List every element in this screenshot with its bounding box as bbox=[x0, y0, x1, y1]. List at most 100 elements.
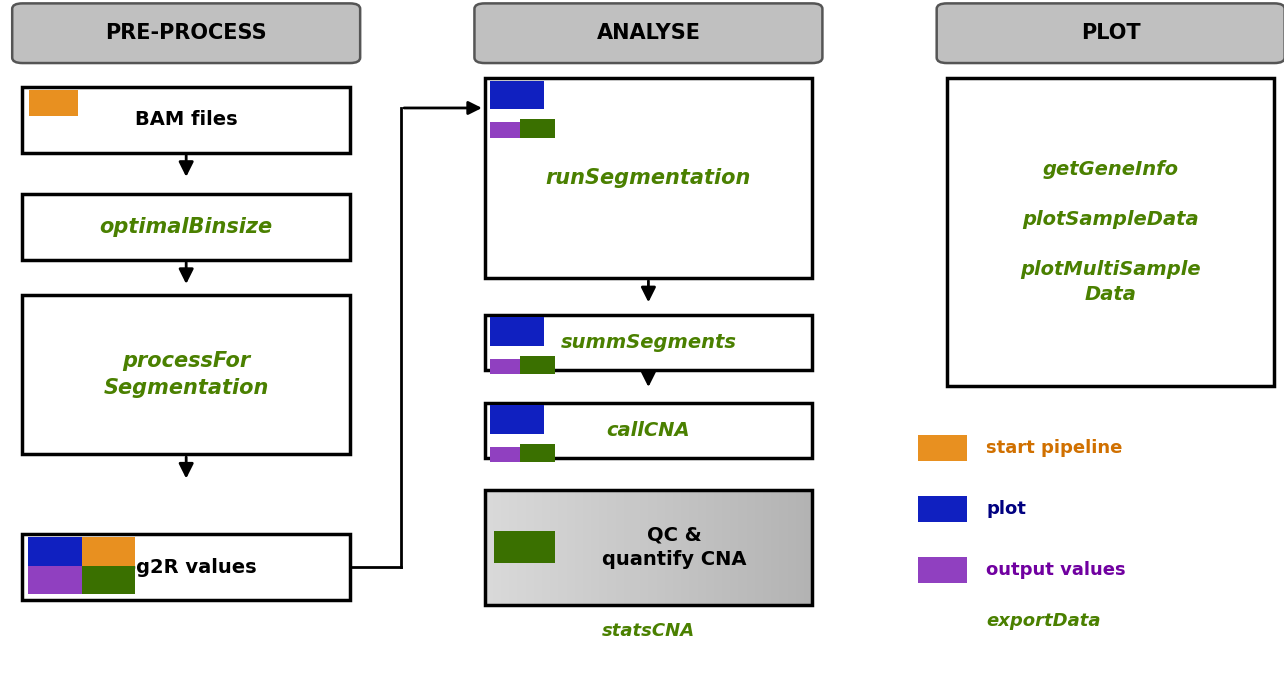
Bar bbox=[722, 490, 731, 605]
Bar bbox=[948, 78, 1274, 386]
Bar bbox=[484, 567, 813, 570]
Bar bbox=[484, 521, 813, 524]
Bar bbox=[566, 490, 575, 605]
Bar bbox=[22, 87, 349, 153]
Bar bbox=[484, 524, 813, 527]
Bar bbox=[918, 435, 967, 461]
Bar bbox=[747, 490, 755, 605]
Text: ANALYSE: ANALYSE bbox=[597, 23, 700, 43]
Bar bbox=[484, 507, 813, 510]
Bar bbox=[510, 490, 517, 605]
Bar bbox=[787, 490, 796, 605]
Bar bbox=[484, 547, 813, 550]
Bar bbox=[772, 490, 779, 605]
Bar bbox=[559, 490, 566, 605]
Bar bbox=[484, 570, 813, 573]
Text: runSegmentation: runSegmentation bbox=[546, 168, 751, 188]
Bar bbox=[484, 536, 813, 538]
Text: PLOT: PLOT bbox=[1081, 23, 1140, 43]
Bar bbox=[484, 501, 813, 504]
Bar bbox=[484, 530, 813, 533]
Bar bbox=[714, 490, 722, 605]
Bar bbox=[681, 490, 690, 605]
Bar bbox=[607, 490, 616, 605]
Bar bbox=[490, 447, 520, 462]
Bar bbox=[484, 556, 813, 559]
Bar bbox=[484, 544, 813, 547]
Bar bbox=[81, 565, 135, 594]
Text: PRE-PROCESS: PRE-PROCESS bbox=[105, 23, 267, 43]
Bar bbox=[490, 359, 520, 374]
Bar bbox=[501, 490, 510, 605]
Bar bbox=[542, 490, 551, 605]
Text: exportData: exportData bbox=[986, 612, 1100, 630]
Bar bbox=[484, 510, 813, 513]
Bar bbox=[918, 557, 967, 583]
Bar bbox=[484, 561, 813, 564]
Bar bbox=[484, 538, 813, 541]
Bar bbox=[81, 537, 135, 565]
Bar bbox=[484, 519, 813, 521]
Text: output values: output values bbox=[986, 561, 1126, 579]
Bar bbox=[484, 553, 813, 556]
Bar bbox=[484, 596, 813, 599]
Bar bbox=[690, 490, 697, 605]
Bar bbox=[490, 317, 544, 346]
Bar bbox=[484, 602, 813, 605]
Text: QC &
quantify CNA: QC & quantify CNA bbox=[602, 525, 746, 569]
Text: BAM files: BAM files bbox=[135, 110, 238, 129]
Bar bbox=[624, 490, 632, 605]
Bar bbox=[484, 559, 813, 561]
Bar bbox=[484, 579, 813, 582]
Text: optimalBinsize: optimalBinsize bbox=[100, 217, 272, 237]
Bar bbox=[525, 490, 534, 605]
Text: summSegments: summSegments bbox=[560, 333, 737, 352]
Bar bbox=[484, 403, 813, 458]
Bar bbox=[918, 496, 967, 522]
Bar bbox=[484, 582, 813, 584]
Bar bbox=[796, 490, 804, 605]
Bar bbox=[517, 490, 525, 605]
FancyBboxPatch shape bbox=[936, 3, 1284, 63]
Bar bbox=[583, 490, 591, 605]
Bar bbox=[779, 490, 787, 605]
Bar bbox=[641, 490, 648, 605]
Bar bbox=[484, 587, 813, 591]
Bar bbox=[484, 78, 813, 278]
Bar bbox=[484, 498, 813, 501]
Bar bbox=[22, 194, 349, 260]
Bar bbox=[484, 593, 813, 596]
Bar bbox=[665, 490, 673, 605]
Text: statsCNA: statsCNA bbox=[602, 622, 695, 639]
Bar bbox=[656, 490, 665, 605]
Bar bbox=[550, 490, 559, 605]
Bar bbox=[484, 490, 813, 492]
Bar bbox=[484, 504, 813, 507]
Text: getGeneInfo

plotSampleData

plotMultiSample
Data: getGeneInfo plotSampleData plotMultiSamp… bbox=[1021, 160, 1201, 304]
Bar bbox=[484, 591, 813, 593]
Bar bbox=[755, 490, 763, 605]
Bar bbox=[484, 584, 813, 587]
Bar bbox=[520, 356, 555, 374]
FancyBboxPatch shape bbox=[12, 3, 360, 63]
Bar bbox=[484, 492, 813, 495]
Bar bbox=[493, 490, 501, 605]
Bar bbox=[484, 533, 813, 536]
Bar bbox=[484, 599, 813, 602]
Bar bbox=[27, 537, 81, 565]
Bar bbox=[27, 565, 81, 594]
Bar bbox=[763, 490, 772, 605]
Bar bbox=[484, 315, 813, 370]
Bar bbox=[484, 550, 813, 553]
Bar bbox=[706, 490, 714, 605]
Bar bbox=[484, 576, 813, 579]
Bar bbox=[493, 531, 555, 563]
Bar bbox=[490, 81, 544, 109]
Bar bbox=[484, 541, 813, 544]
Bar bbox=[484, 495, 813, 498]
Bar bbox=[575, 490, 583, 605]
Text: plot: plot bbox=[986, 500, 1026, 518]
Bar bbox=[738, 490, 747, 605]
Bar bbox=[600, 490, 607, 605]
Bar bbox=[484, 490, 813, 605]
